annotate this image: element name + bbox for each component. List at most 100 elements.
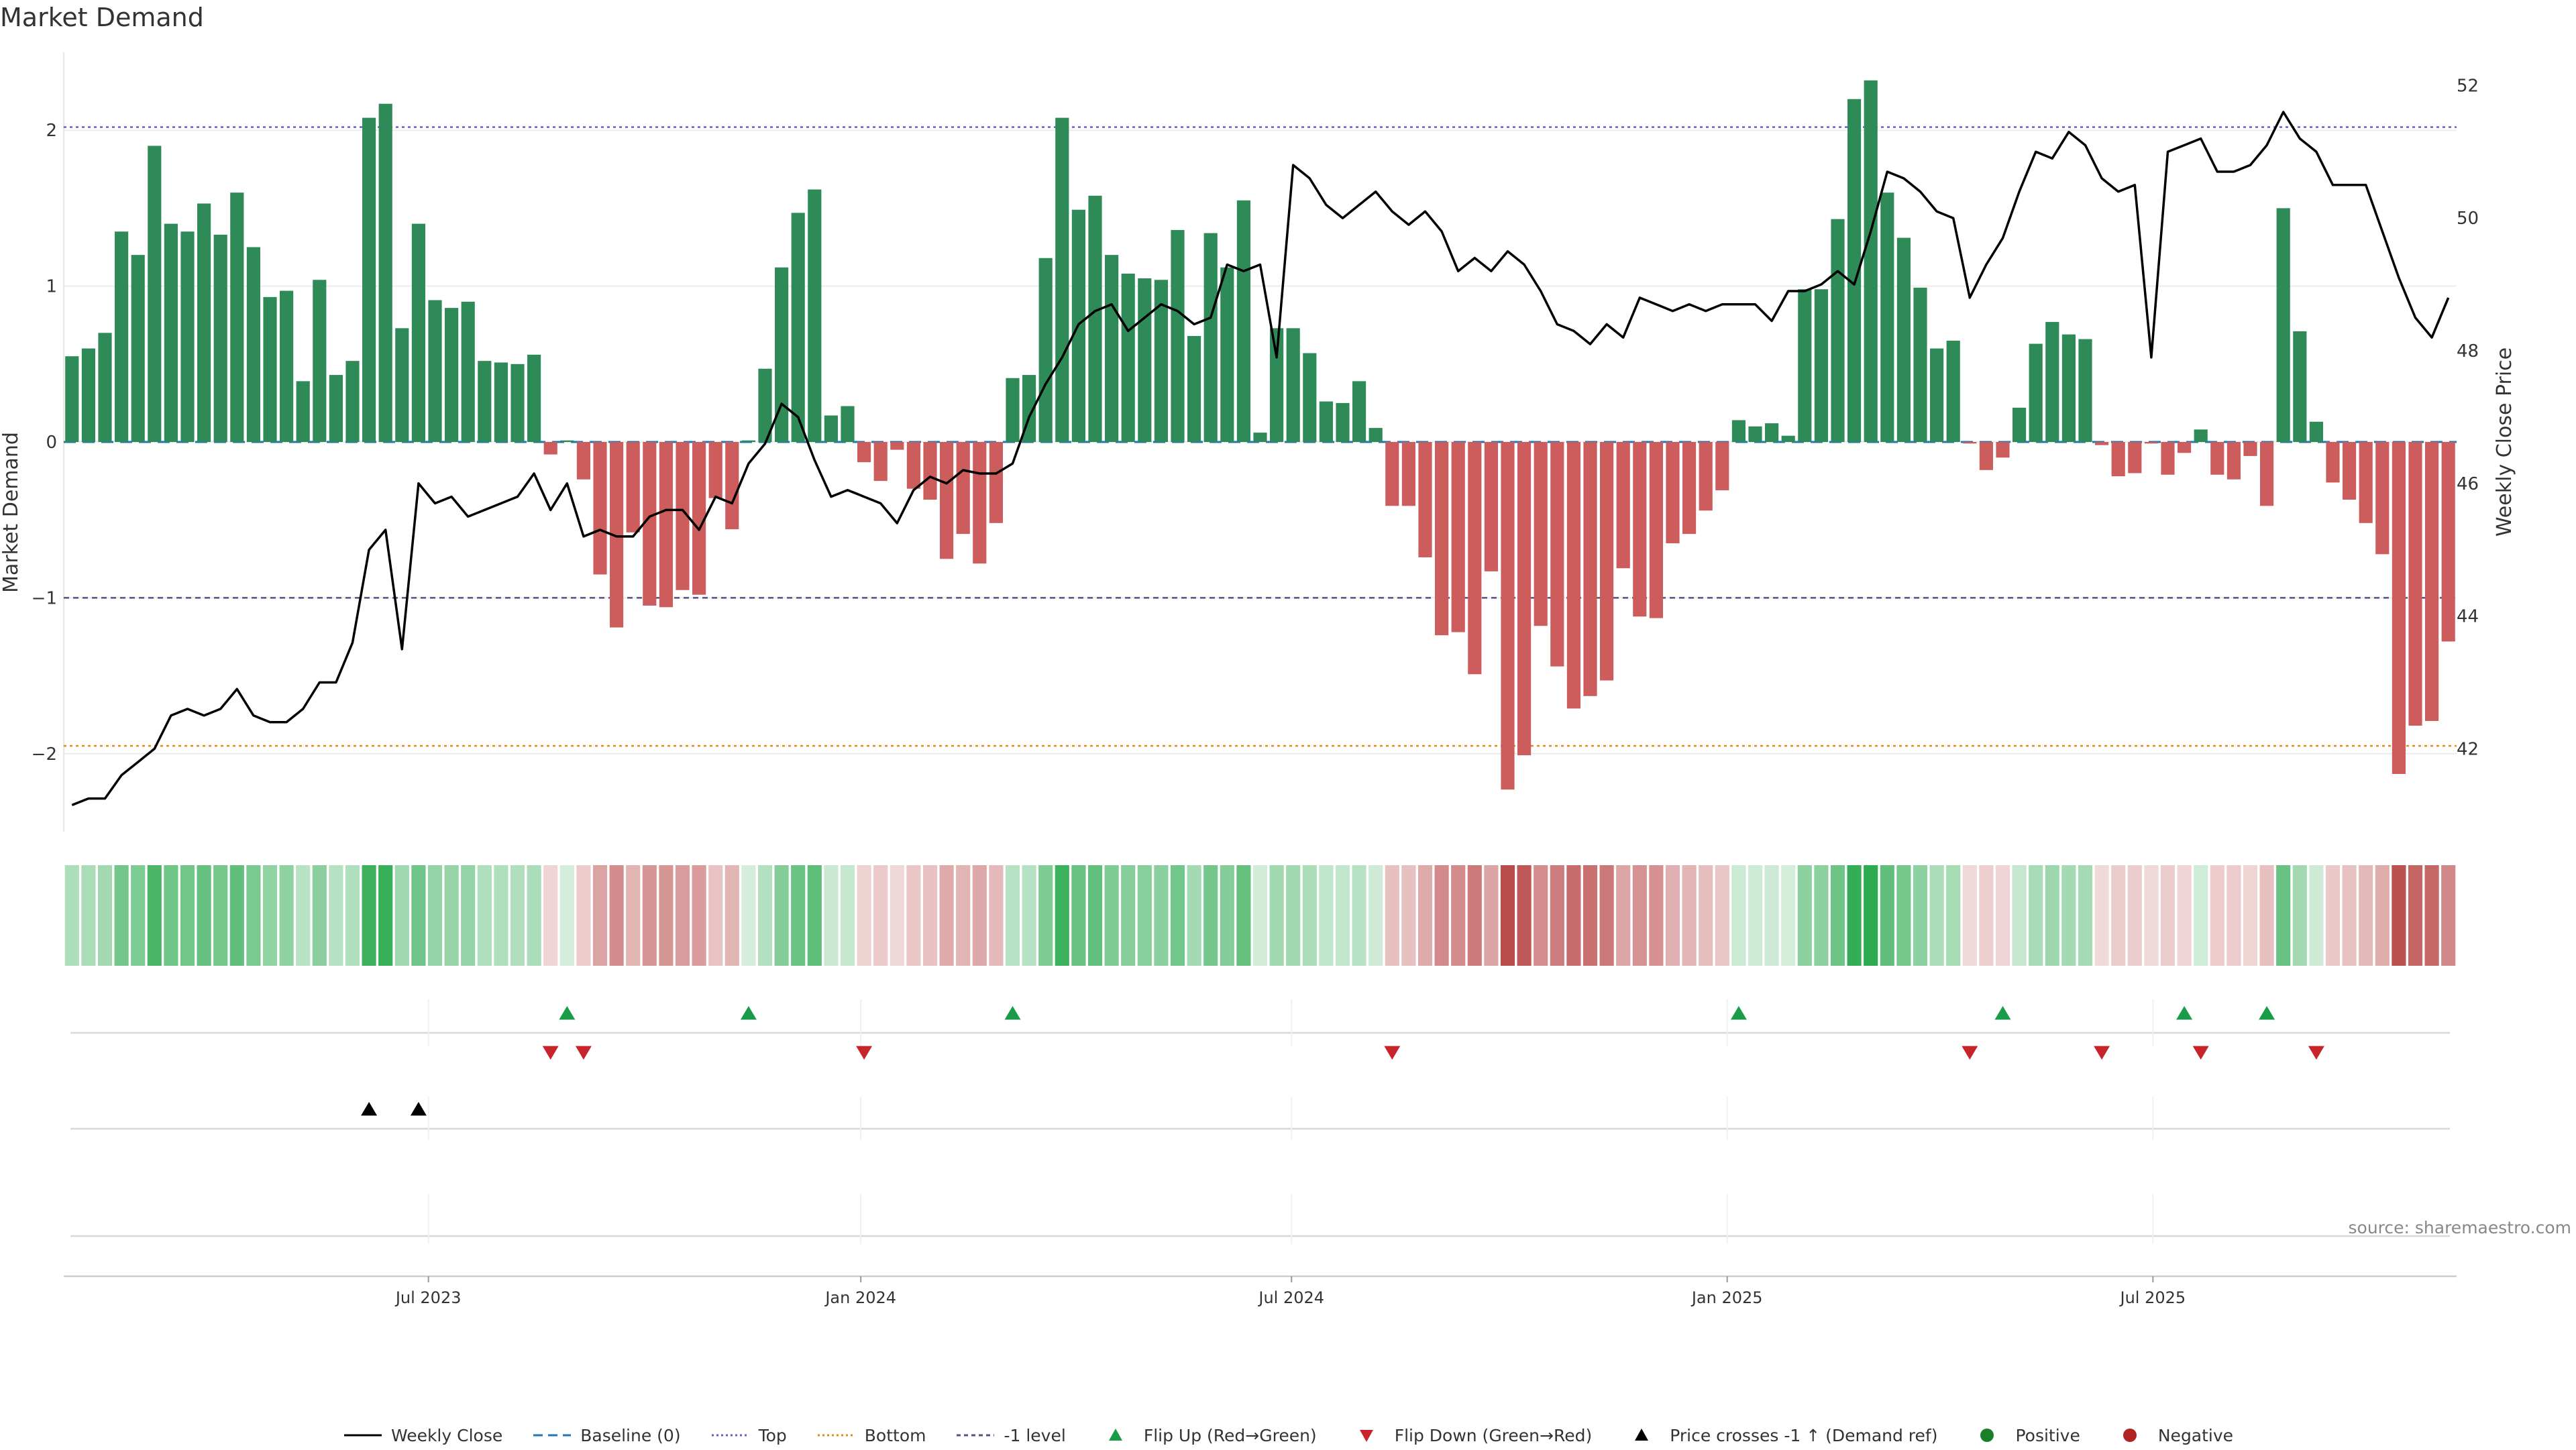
demand-bar	[1896, 237, 1911, 442]
demand-bar	[511, 364, 525, 442]
demand-bar	[2359, 442, 2373, 523]
demand-bar	[841, 406, 855, 442]
strip-cell	[939, 865, 954, 966]
strip-cell	[246, 865, 261, 966]
strip-cell	[642, 865, 657, 966]
price-cross-marker	[361, 1102, 378, 1116]
demand-bar	[1435, 442, 1449, 636]
strip-cell	[345, 865, 360, 966]
strip-cell	[2292, 865, 2307, 966]
strip-cell	[2424, 865, 2439, 966]
legend-label: Flip Down (Green→Red)	[1394, 1425, 1593, 1445]
demand-bar	[2161, 442, 2175, 475]
strip-cell	[1699, 865, 1713, 966]
strip-cell	[1582, 865, 1598, 966]
strip-cell	[1979, 865, 1994, 966]
flip-up-marker	[1004, 1006, 1021, 1020]
strip-cell	[1830, 865, 1845, 966]
demand-bar	[808, 189, 822, 442]
strip-cell	[626, 865, 641, 966]
demand-bar	[148, 146, 162, 442]
event-rows	[70, 999, 2450, 1244]
demand-bar	[2293, 331, 2307, 442]
strip-cell	[1335, 865, 1350, 966]
strip-cell	[1417, 865, 1433, 966]
strip-cell	[1534, 865, 1548, 966]
demand-bar	[1451, 442, 1465, 632]
demand-bars	[65, 80, 2455, 790]
flip-up-marker	[1994, 1006, 2011, 1020]
strip-cell	[791, 865, 806, 966]
demand-bar	[890, 442, 904, 450]
demand-bar	[1105, 255, 1119, 442]
strip-cell	[64, 865, 79, 966]
demand-bar	[1121, 274, 1135, 442]
demand-bar	[2210, 442, 2224, 475]
demand-bar	[1913, 287, 1927, 442]
strip-cell	[411, 865, 426, 966]
demand-bar	[65, 356, 79, 442]
strip-cell	[1814, 865, 1829, 966]
demand-bar	[1666, 442, 1680, 544]
strip-cell	[1616, 865, 1631, 966]
demand-bar	[2375, 442, 2390, 555]
demand-bar	[345, 361, 360, 442]
demand-bar	[2392, 442, 2406, 775]
demand-bar	[1220, 267, 1234, 442]
strip-cell	[1401, 865, 1416, 966]
demand-bar	[428, 300, 442, 442]
strip-cell	[1517, 865, 1532, 966]
strip-cell	[378, 865, 393, 966]
strip-cell	[1319, 865, 1334, 966]
demand-bar	[98, 333, 112, 442]
y-tick-label: −1	[32, 588, 57, 608]
legend-label: Bottom	[864, 1425, 926, 1445]
strip-cell	[724, 865, 739, 966]
intensity-strip	[64, 865, 2456, 966]
legend-dotted-line-icon	[957, 1434, 995, 1437]
demand-bar	[725, 442, 739, 530]
demand-bar	[1055, 117, 1069, 442]
strip-cell	[1731, 865, 1746, 966]
strip-cell	[1203, 865, 1218, 966]
demand-bar	[1682, 442, 1697, 535]
strip-cell	[774, 865, 789, 966]
x-tick-label: Jul 2024	[1257, 1288, 1324, 1307]
demand-bar	[1534, 442, 1548, 626]
demand-bar	[1319, 401, 1333, 442]
flip-up-marker	[740, 1006, 757, 1020]
triangle-up-icon	[1108, 1429, 1122, 1441]
demand-bar	[1600, 442, 1614, 681]
strip-cell	[131, 865, 146, 966]
strip-cell	[1368, 865, 1383, 966]
strip-cell	[2111, 865, 2126, 966]
demand-bar	[1270, 328, 1284, 442]
demand-bar	[2078, 339, 2092, 442]
demand-bar	[2408, 442, 2422, 726]
demand-bar	[213, 234, 227, 442]
strip-cell	[1847, 865, 1862, 966]
demand-bar	[989, 442, 1003, 523]
demand-bar	[1501, 442, 1515, 790]
x-tick-label: Jan 2024	[824, 1288, 896, 1307]
strip-cell	[1005, 865, 1020, 966]
strip-cell	[1929, 865, 1944, 966]
strip-cell	[1715, 865, 1729, 966]
strip-cell	[2408, 865, 2423, 966]
strip-cell	[956, 865, 971, 966]
demand-bar	[973, 442, 987, 564]
demand-bar	[527, 354, 541, 442]
strip-cell	[2144, 865, 2159, 966]
strip-cell	[2309, 865, 2324, 966]
strip-cell	[576, 865, 591, 966]
demand-bar	[1418, 442, 1432, 557]
demand-bar	[940, 442, 954, 559]
legend-label: Negative	[2157, 1425, 2234, 1445]
legend-label: Baseline (0)	[580, 1425, 681, 1445]
demand-bar	[626, 442, 640, 533]
strip-cell	[1748, 865, 1763, 966]
legend-item: Flip Down (Green→Red)	[1346, 1425, 1593, 1445]
strip-cell	[1220, 865, 1234, 966]
y2-tick-label: 42	[2457, 739, 2479, 759]
strip-cell	[2029, 865, 2043, 966]
